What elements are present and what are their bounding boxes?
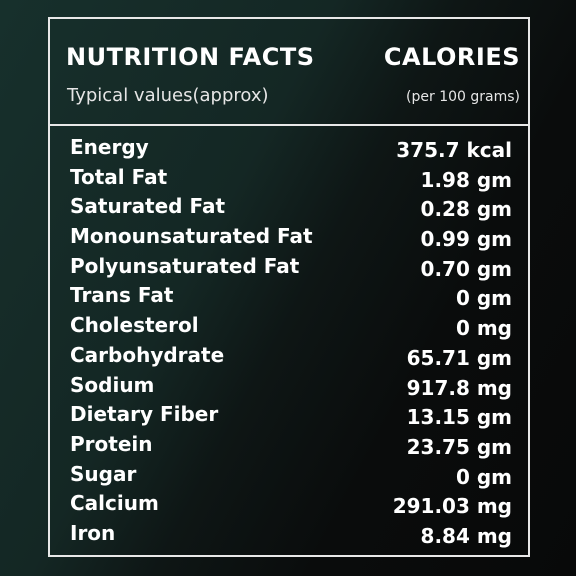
nutrient-row-protein: Protein 23.75 gm	[70, 432, 512, 462]
nutrient-list: Energy 375.7 kcal Total Fat 1.98 gm Satu…	[70, 135, 512, 551]
nutrition-header: NUTRITION FACTS CALORIES Typical values(…	[50, 19, 528, 126]
nutrient-value: 375.7 kcal	[396, 138, 512, 162]
nutrient-value: 0 gm	[455, 464, 512, 489]
nutrition-title: NUTRITION FACTS	[66, 43, 315, 71]
typical-values-subtitle: Typical values(approx)	[67, 85, 269, 106]
nutrient-value: 65.71 gm	[406, 345, 512, 370]
nutrient-row-calcium: Calcium 291.03 mg	[70, 491, 512, 521]
nutrient-label: Trans Fat	[70, 283, 174, 308]
nutrient-row-monounsaturated-fat: Monounsaturated Fat 0.99 gm	[70, 224, 512, 254]
nutrient-row-sugar: Sugar 0 gm	[70, 462, 512, 492]
nutrient-label: Iron	[70, 520, 116, 545]
nutrient-row-sodium: Sodium 917.8 mg	[70, 373, 512, 403]
nutrient-label: Dietary Fiber	[70, 402, 219, 427]
nutrient-label: Saturated Fat	[70, 194, 226, 219]
nutrient-label: Monounsaturated Fat	[70, 224, 313, 249]
nutrient-value: 8.84 mg	[420, 523, 512, 548]
per-100-grams-note: (per 100 grams)	[406, 89, 520, 105]
nutrient-label: Protein	[70, 431, 153, 456]
nutrient-value: 0.28 gm	[420, 197, 512, 222]
nutrient-row-energy: Energy 375.7 kcal	[70, 135, 512, 165]
nutrient-value: 0 mg	[455, 316, 512, 341]
nutrient-value: 0.70 gm	[420, 256, 512, 281]
nutrient-row-saturated-fat: Saturated Fat 0.28 gm	[70, 194, 512, 224]
nutrient-value: 13.15 gm	[406, 405, 512, 430]
nutrient-row-iron: Iron 8.84 mg	[70, 521, 512, 551]
nutrient-label: Carbohydrate	[70, 342, 225, 367]
nutrient-value: 0 gm	[455, 286, 512, 311]
nutrient-row-trans-fat: Trans Fat 0 gm	[70, 283, 512, 313]
nutrient-row-dietary-fiber: Dietary Fiber 13.15 gm	[70, 402, 512, 432]
nutrient-row-cholesterol: Cholesterol 0 mg	[70, 313, 512, 343]
nutrient-row-polyunsaturated-fat: Polyunsaturated Fat 0.70 gm	[70, 254, 512, 284]
nutrient-value: 1.98 gm	[420, 167, 512, 192]
nutrient-value: 0.99 gm	[420, 227, 512, 252]
nutrient-row-total-fat: Total Fat 1.98 gm	[70, 165, 512, 195]
nutrient-value: 291.03 mg	[392, 494, 512, 519]
nutrient-value: 917.8 mg	[406, 375, 512, 400]
nutrient-row-carbohydrate: Carbohydrate 65.71 gm	[70, 343, 512, 373]
nutrient-label: Total Fat	[70, 164, 168, 189]
nutrient-label: Energy	[70, 135, 149, 159]
nutrient-label: Calcium	[70, 491, 159, 516]
calories-heading: CALORIES	[383, 43, 520, 71]
nutrient-label: Sodium	[70, 372, 155, 397]
nutrient-label: Polyunsaturated Fat	[70, 253, 300, 278]
nutrient-value: 23.75 gm	[406, 434, 512, 459]
nutrient-label: Cholesterol	[70, 313, 199, 338]
nutrient-label: Sugar	[70, 461, 137, 486]
nutrition-facts-panel: NUTRITION FACTS CALORIES Typical values(…	[48, 17, 530, 557]
